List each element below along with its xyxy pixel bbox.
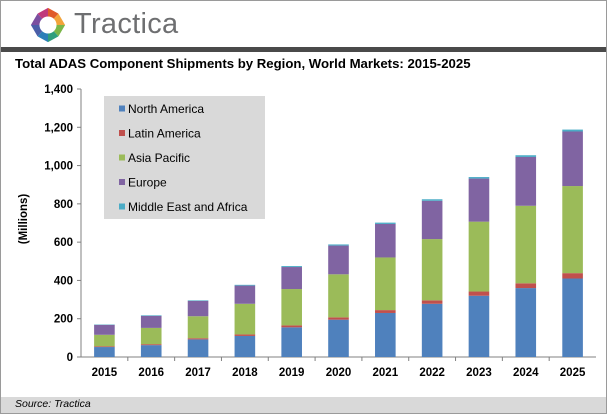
footer: Source: Tractica — [1, 397, 606, 413]
bar-segment-europe — [515, 156, 537, 206]
stacked-bar-chart: (Millions) 0 200 400 600 800 1,000 1,200 1,400 2… — [18, 84, 596, 379]
bar-segment-asia-pacific — [468, 221, 490, 292]
bar-segment-north-america — [328, 319, 349, 357]
y-tick-label: 200 — [54, 314, 73, 326]
bar-segment-north-america — [234, 335, 256, 357]
legend-swatch — [119, 130, 125, 136]
bar-segment-asia-pacific — [234, 303, 256, 335]
legend-box — [104, 96, 265, 219]
legend-swatch — [119, 179, 125, 185]
brand-name: Tractica — [74, 8, 179, 40]
bar-segment-north-america — [421, 303, 443, 357]
bar-segment-north-america — [468, 295, 490, 357]
bar-segment-europe — [562, 131, 583, 187]
bar-segment-asia-pacific — [140, 327, 162, 345]
legend-swatch — [119, 203, 125, 210]
bar-segment-middle-east-and-africa — [281, 266, 302, 268]
bar-segment-asia-pacific — [515, 205, 537, 284]
bar-segment-latin-america — [234, 334, 256, 336]
bar-segment-asia-pacific — [281, 289, 302, 326]
bar-segment-europe — [140, 315, 162, 328]
legend-swatch — [119, 154, 125, 161]
bar-segment-latin-america — [562, 273, 583, 279]
y-tick-label: 400 — [54, 275, 73, 287]
bar-segment-latin-america — [140, 344, 162, 346]
x-tick-label: 2023 — [466, 367, 492, 379]
bar-segment-latin-america — [468, 291, 490, 296]
bar-segment-asia-pacific — [421, 239, 443, 301]
tractica-logo-icon — [30, 7, 66, 43]
header-rule — [1, 47, 606, 52]
x-tick-label: 2025 — [560, 367, 586, 379]
bar-segment-north-america — [375, 312, 396, 357]
legend: North America Latin America Asia Pacific Eu… — [104, 96, 265, 219]
bar-segment-asia-pacific — [94, 334, 115, 347]
chart-title: Total ADAS Component Shipments by Region… — [15, 56, 471, 71]
legend-label: Latin America — [128, 127, 201, 141]
bar-segment-north-america — [281, 327, 302, 357]
bar-segment-middle-east-and-africa — [187, 300, 209, 301]
x-tick-label: 2024 — [513, 367, 539, 379]
bar-segment-latin-america — [515, 283, 537, 289]
y-tick-label: 1,400 — [44, 84, 73, 96]
x-tick-label: 2015 — [92, 367, 118, 379]
legend-label: Middle East and Africa — [128, 200, 248, 214]
y-tick-label: 1,200 — [44, 122, 73, 134]
bar-segment-europe — [281, 267, 302, 290]
y-tick-label: 600 — [54, 237, 73, 249]
bar-segment-asia-pacific — [328, 274, 349, 318]
x-tick-label: 2016 — [138, 367, 164, 379]
bar-segment-north-america — [515, 288, 537, 357]
bar-segment-middle-east-and-africa — [468, 177, 490, 179]
bar-segment-europe — [421, 200, 443, 240]
legend-swatch — [119, 105, 125, 112]
bar-segment-north-america — [94, 347, 115, 357]
x-tick-label: 2021 — [373, 367, 399, 379]
bar-segment-middle-east-and-africa — [328, 244, 349, 246]
bar-segment-europe — [328, 245, 349, 275]
bar-segment-middle-east-and-africa — [515, 155, 537, 157]
bar-segment-middle-east-and-africa — [140, 315, 162, 316]
y-axis-label: (Millions) — [18, 194, 30, 245]
bar-segment-asia-pacific — [375, 257, 396, 311]
y-tick-label: 0 — [67, 352, 73, 364]
plot-area: 0 200 400 600 800 1,000 1,200 1,400 2015 2016 2017… — [44, 84, 596, 379]
bar-segment-europe — [187, 300, 209, 317]
bar-segment-europe — [94, 324, 115, 335]
x-tick-label: 2022 — [419, 367, 445, 379]
bar-segment-asia-pacific — [187, 316, 209, 339]
bar-segment-latin-america — [328, 317, 349, 320]
bar-segment-north-america — [562, 278, 583, 357]
x-tick-label: 2020 — [326, 367, 352, 379]
bar-segment-europe — [375, 223, 396, 258]
legend-label: Asia Pacific — [128, 151, 190, 165]
legend-label: North America — [128, 102, 204, 116]
bar-segment-middle-east-and-africa — [234, 284, 256, 286]
bar-segment-latin-america — [281, 325, 302, 328]
source-note: Source: Tractica — [15, 398, 91, 410]
bar-segment-asia-pacific — [562, 186, 583, 274]
bar-segment-latin-america — [421, 300, 443, 304]
bar-segment-north-america — [187, 339, 209, 357]
y-tick-label: 1,000 — [44, 161, 73, 173]
x-tick-label: 2019 — [279, 367, 305, 379]
x-tick-label: 2018 — [232, 367, 258, 379]
bar-segment-latin-america — [375, 310, 396, 313]
y-tick-label: 800 — [54, 199, 73, 211]
bar-segment-north-america — [140, 345, 162, 357]
bar-segment-europe — [234, 285, 256, 304]
bar-segment-latin-america — [187, 338, 209, 340]
header: Tractica — [1, 1, 606, 47]
bar-segment-middle-east-and-africa — [562, 129, 583, 132]
bar-segment-latin-america — [94, 346, 115, 348]
legend-label: Europe — [128, 176, 167, 190]
bar-segment-europe — [468, 178, 490, 222]
bar-segment-middle-east-and-africa — [421, 199, 443, 201]
bar-segment-middle-east-and-africa — [375, 222, 396, 224]
x-tick-label: 2017 — [185, 367, 211, 379]
